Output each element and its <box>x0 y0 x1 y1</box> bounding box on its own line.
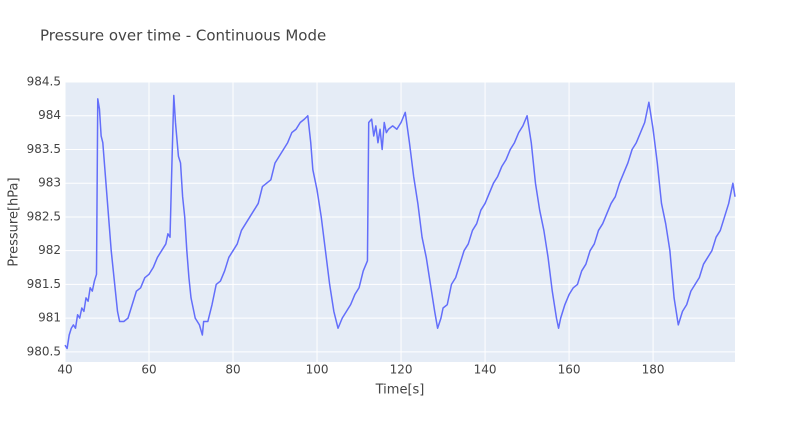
y-tick-label: 981 <box>38 311 61 325</box>
x-tick-label: 160 <box>558 363 581 377</box>
y-tick-label: 983 <box>38 176 61 190</box>
x-tick-label: 140 <box>474 363 497 377</box>
x-tick-label: 60 <box>141 363 156 377</box>
x-tick-label: 80 <box>225 363 240 377</box>
x-tick-label: 40 <box>57 363 72 377</box>
y-tick-label: 981.5 <box>27 277 61 291</box>
y-tick-label: 982.5 <box>27 209 61 223</box>
data-line <box>64 94 736 350</box>
y-tick-label: 984.5 <box>27 75 61 89</box>
y-tick-label: 980.5 <box>27 344 61 358</box>
y-tick-label: 983.5 <box>27 142 61 156</box>
y-tick-label: 982 <box>38 243 61 257</box>
chart-title: Pressure over time - Continuous Mode <box>40 27 326 45</box>
x-tick-label: 100 <box>306 363 329 377</box>
x-tick-label: 180 <box>642 363 665 377</box>
x-axis-title: Time[s] <box>375 383 425 398</box>
x-tick-label: 120 <box>390 363 413 377</box>
y-tick-label: 984 <box>38 108 61 122</box>
y-axis-title: Pressure[hPa] <box>7 177 22 266</box>
